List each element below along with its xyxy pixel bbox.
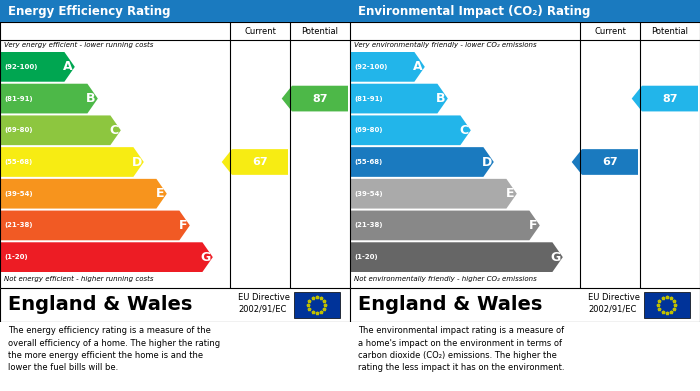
Polygon shape [0,52,75,82]
Text: (21-38): (21-38) [354,222,382,228]
Polygon shape [0,84,98,113]
Text: A: A [413,60,423,74]
Text: D: D [482,156,492,169]
Text: C: C [460,124,469,137]
Text: Very energy efficient - lower running costs: Very energy efficient - lower running co… [4,42,153,48]
Text: EU Directive
2002/91/EC: EU Directive 2002/91/EC [238,293,290,314]
Text: Potential: Potential [302,27,339,36]
Polygon shape [350,147,494,177]
Text: Energy Efficiency Rating: Energy Efficiency Rating [8,5,171,18]
Text: 87: 87 [312,93,328,104]
Text: D: D [132,156,142,169]
Text: England & Wales: England & Wales [8,296,192,314]
Bar [294,292,340,318]
Text: C: C [110,124,119,137]
Polygon shape [350,115,471,145]
Text: E: E [506,187,514,200]
Text: B: B [86,92,96,105]
Polygon shape [350,84,448,113]
Text: (55-68): (55-68) [4,159,32,165]
Bar [644,292,690,318]
Text: G: G [550,251,561,264]
Polygon shape [350,52,425,82]
Text: Current: Current [594,27,626,36]
Text: E: E [156,187,164,200]
Text: Very environmentally friendly - lower CO₂ emissions: Very environmentally friendly - lower CO… [354,42,537,48]
Text: (92-100): (92-100) [4,64,37,70]
Text: 87: 87 [662,93,678,104]
Text: G: G [201,251,211,264]
Polygon shape [0,242,213,272]
Text: F: F [179,219,188,232]
Text: 67: 67 [602,157,618,167]
Polygon shape [0,147,144,177]
Text: A: A [63,60,73,74]
Polygon shape [281,86,348,111]
Text: EU Directive
2002/91/EC: EU Directive 2002/91/EC [588,293,640,314]
Polygon shape [222,149,288,175]
Text: The energy efficiency rating is a measure of the
overall efficiency of a home. T: The energy efficiency rating is a measur… [8,326,220,373]
Polygon shape [0,211,190,240]
Text: 67: 67 [252,157,268,167]
Text: (1-20): (1-20) [354,254,377,260]
Text: (69-80): (69-80) [4,127,32,133]
Text: F: F [529,219,538,232]
Polygon shape [350,242,563,272]
Polygon shape [631,86,698,111]
Text: (39-54): (39-54) [4,191,33,197]
Polygon shape [350,211,540,240]
Text: Current: Current [244,27,276,36]
Text: Not environmentally friendly - higher CO₂ emissions: Not environmentally friendly - higher CO… [354,276,537,282]
Text: (1-20): (1-20) [4,254,27,260]
Text: (39-54): (39-54) [354,191,383,197]
Text: (92-100): (92-100) [354,64,387,70]
Text: (81-91): (81-91) [354,95,383,102]
Polygon shape [350,179,517,208]
Text: Not energy efficient - higher running costs: Not energy efficient - higher running co… [4,276,153,282]
Polygon shape [0,115,121,145]
Text: The environmental impact rating is a measure of
a home's impact on the environme: The environmental impact rating is a mea… [358,326,564,373]
Text: (55-68): (55-68) [354,159,382,165]
Text: (69-80): (69-80) [354,127,382,133]
Polygon shape [572,149,638,175]
Text: (21-38): (21-38) [4,222,32,228]
Text: Potential: Potential [652,27,689,36]
Text: Environmental Impact (CO₂) Rating: Environmental Impact (CO₂) Rating [358,5,590,18]
Text: B: B [436,92,446,105]
Polygon shape [0,179,167,208]
Text: (81-91): (81-91) [4,95,33,102]
Text: England & Wales: England & Wales [358,296,542,314]
